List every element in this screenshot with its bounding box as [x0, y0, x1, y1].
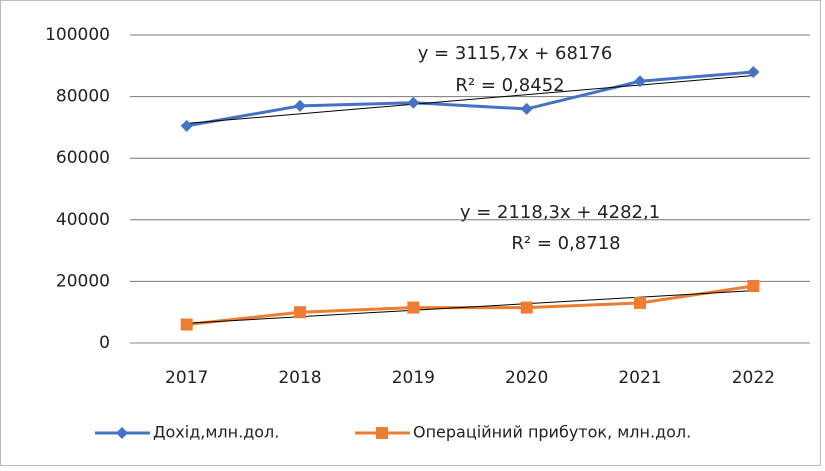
- trend-equation: y = 3115,7x + 68176: [418, 43, 613, 64]
- point: [407, 301, 420, 314]
- legend-marker: [376, 427, 388, 439]
- x-tick-label: 2020: [505, 368, 548, 388]
- point: [294, 99, 306, 112]
- y-tick-label: 0: [99, 333, 110, 353]
- point: [634, 296, 646, 309]
- trend-equation: y = 2118,3x + 4282,1: [460, 202, 660, 223]
- point: [520, 102, 533, 115]
- y-tick-label: 60000: [56, 148, 110, 168]
- trendline: [186, 74, 754, 124]
- point: [407, 96, 420, 109]
- x-tick-label: 2018: [278, 368, 321, 388]
- legend-label: Операційний прибуток, млн.дол.: [413, 423, 691, 442]
- x-tick-label: 2022: [732, 368, 775, 388]
- series-line: [186, 284, 754, 327]
- point: [747, 280, 760, 293]
- point: [747, 65, 760, 78]
- x-tick-label: 2021: [618, 368, 661, 388]
- series-line: [186, 70, 754, 128]
- y-tick-label: 100000: [45, 25, 110, 45]
- trendline: [186, 290, 754, 324]
- y-tick-label: 80000: [56, 87, 110, 107]
- x-tick-label: 2019: [392, 368, 435, 388]
- point: [180, 318, 193, 331]
- x-tick-label: 2017: [165, 368, 208, 388]
- legend-label: Дохід,млн.дол.: [153, 423, 279, 442]
- point: [634, 75, 646, 88]
- y-tick-label: 40000: [56, 210, 110, 230]
- point: [180, 119, 193, 132]
- point: [520, 301, 533, 314]
- trend-r2: R² = 0,8718: [511, 233, 620, 254]
- legend-marker: [116, 427, 128, 439]
- y-tick-label: 20000: [56, 271, 110, 291]
- point: [294, 306, 306, 319]
- trend-r2: R² = 0,8452: [455, 75, 564, 96]
